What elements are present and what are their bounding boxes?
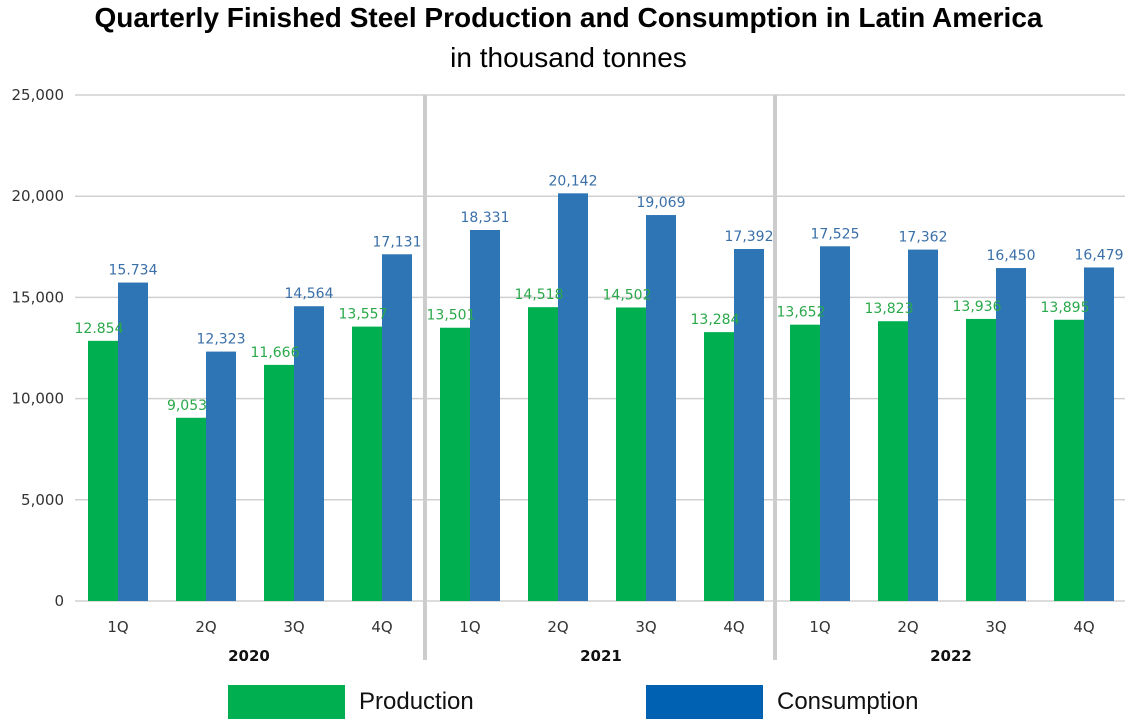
bar-consumption [646, 215, 676, 601]
y-tick-label: 25,000 [12, 86, 65, 104]
data-label-production: 11,666 [251, 345, 300, 361]
x-tick-label: 1Q [459, 618, 480, 636]
bar-production [528, 307, 558, 601]
data-label-consumption: 17,525 [811, 226, 860, 242]
bar-consumption [1084, 267, 1114, 601]
y-tick-label: 20,000 [12, 187, 65, 205]
data-label-production: 13,501 [427, 308, 476, 324]
data-label-consumption: 16,450 [987, 248, 1036, 264]
bar-consumption [470, 229, 500, 601]
data-label-production: 12.854 [75, 321, 124, 337]
y-tick-label: 0 [54, 592, 64, 610]
bar-production [1054, 319, 1084, 601]
data-label-production: 13,895 [1041, 300, 1090, 316]
bar-consumption [118, 282, 148, 601]
data-label-consumption: 16,479 [1075, 247, 1124, 263]
bar-production [616, 307, 646, 601]
y-tick-label: 10,000 [12, 390, 65, 408]
data-label-consumption: 17,392 [725, 229, 774, 245]
x-group-label: 2022 [930, 647, 972, 665]
data-label-production: 14,518 [515, 287, 564, 303]
data-label-consumption: 17,362 [899, 230, 948, 246]
data-label-production: 14,502 [603, 287, 652, 303]
data-label-consumption: 15.734 [109, 263, 158, 279]
x-tick-label: 4Q [723, 618, 744, 636]
data-label-production: 13,284 [691, 312, 740, 328]
data-label-consumption: 19,069 [637, 195, 686, 211]
data-label-consumption: 20,142 [549, 173, 598, 189]
legend-consumption-swatch [646, 685, 763, 719]
data-label-consumption: 12,323 [197, 332, 246, 348]
data-label-production: 13,823 [865, 301, 914, 317]
x-group-label: 2020 [228, 647, 270, 665]
bar-production [88, 340, 118, 601]
bar-production [966, 318, 996, 601]
x-tick-label: 1Q [107, 618, 128, 636]
x-tick-label: 2Q [195, 618, 216, 636]
x-tick-label: 3Q [283, 618, 304, 636]
x-tick-label: 4Q [1073, 618, 1094, 636]
bar-production [704, 332, 734, 601]
chart-title: Quarterly Finished Steel Production and … [94, 2, 1043, 33]
legend-consumption: Consumption [646, 684, 918, 720]
bar-consumption [996, 268, 1026, 601]
x-tick-label: 2Q [897, 618, 918, 636]
x-group-label: 2021 [580, 647, 622, 665]
bar-consumption [206, 351, 236, 601]
data-label-consumption: 18,331 [461, 210, 510, 226]
x-tick-label: 3Q [635, 618, 656, 636]
y-tick-label: 15,000 [12, 288, 65, 306]
data-label-production: 13,936 [953, 299, 1002, 315]
data-label-consumption: 14,564 [285, 286, 334, 302]
bar-production [878, 321, 908, 601]
data-label-production: 13,652 [777, 305, 826, 321]
bar-production [790, 324, 820, 601]
legend-production: Production [228, 684, 474, 720]
bar-consumption [820, 246, 850, 601]
x-tick-label: 1Q [809, 618, 830, 636]
bar-consumption [382, 254, 412, 601]
data-label-production: 13,557 [339, 307, 388, 323]
legend-consumption-label: Consumption [777, 688, 919, 715]
bar-production [176, 417, 206, 601]
x-tick-label: 4Q [371, 618, 392, 636]
chart-subtitle: in thousand tonnes [450, 42, 687, 73]
bar-consumption [734, 248, 764, 602]
data-label-consumption: 17,131 [373, 234, 422, 250]
bar-production [264, 364, 294, 601]
data-label-production: 9,053 [167, 398, 207, 414]
bar-production [352, 326, 382, 601]
legend-production-label: Production [359, 688, 474, 715]
bar-consumption [908, 249, 938, 601]
y-tick-label: 5,000 [21, 491, 64, 509]
x-tick-label: 2Q [547, 618, 568, 636]
bar-consumption [294, 306, 324, 601]
bar-consumption [558, 193, 588, 601]
bar-production [440, 327, 470, 601]
legend-production-swatch [228, 685, 345, 719]
x-tick-label: 3Q [985, 618, 1006, 636]
